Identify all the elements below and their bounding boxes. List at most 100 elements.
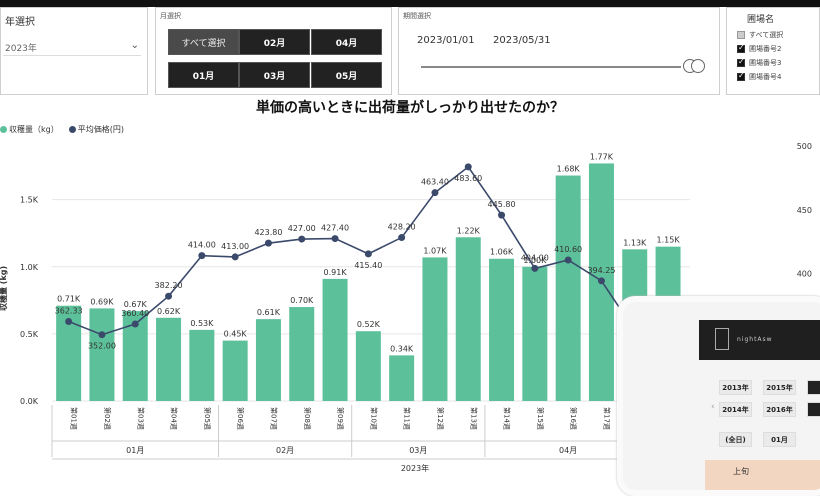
price-point (298, 235, 306, 243)
bar-data-label: 0.52K (357, 320, 381, 329)
price-point (564, 256, 572, 264)
price-point (131, 320, 139, 328)
month-button-02[interactable]: 02月 (239, 29, 310, 55)
legend-label-harvest: 収穫量（kg） (9, 125, 59, 134)
tablet-year-2016: 2016年 (763, 402, 796, 417)
price-data-label: 362.33 (55, 307, 83, 316)
price-point (431, 189, 439, 197)
tablet-year-dark-2 (807, 402, 820, 417)
overlay-tablet-image: nightAsw ‹ 2013年 2015年 2014年 2016年 (全日) … (617, 296, 820, 496)
price-point (165, 292, 173, 300)
y-left-tick-label: 1.0K (20, 263, 39, 272)
bar-harvest (255, 319, 281, 401)
month-button-04[interactable]: 04月 (311, 29, 382, 55)
price-data-label: 427.40 (321, 224, 349, 233)
bar-harvest (489, 258, 515, 401)
field-option-label: 圃場番号2 (749, 45, 782, 53)
price-data-label: 483.60 (454, 174, 482, 183)
field-option-2[interactable]: 圃場番号2 (737, 43, 782, 54)
price-point (231, 253, 239, 261)
legend-dot-icon (0, 126, 7, 133)
bar-data-label: 1.13K (623, 238, 647, 247)
month-button-01[interactable]: 01月 (168, 62, 239, 88)
chart-title: 単価の高いときに出荷量がしっかり出せたのか？ (256, 100, 564, 116)
month-button-all[interactable]: すべて選択 (168, 29, 239, 55)
month-button-03[interactable]: 03月 (239, 62, 310, 88)
price-point (198, 252, 206, 260)
bar-data-label: 0.67K (124, 300, 148, 309)
price-data-label: 404.00 (521, 253, 549, 262)
tablet-year-2015: 2015年 (763, 380, 796, 395)
field-filter-panel: 圃場名 すべて選択 圃場番号2 圃場番号3 圃場番号4 (726, 7, 820, 95)
y-left-tick-label: 0.0K (20, 397, 39, 406)
y-right-tick-label: 500 (797, 142, 812, 151)
field-option-4[interactable]: 圃場番号4 (737, 71, 782, 82)
date-range-slider-handle-end[interactable] (691, 59, 705, 73)
bar-harvest (189, 329, 215, 401)
price-point (498, 211, 506, 219)
price-point (98, 331, 106, 339)
month-filter-panel: 月選択 すべて選択 02月 04月 01月 03月 05月 (155, 7, 392, 95)
price-point (398, 234, 406, 242)
price-data-label: 410.60 (554, 245, 582, 254)
x-category-label: 第06週 (236, 407, 245, 430)
x-category-label: 第17週 (602, 407, 611, 430)
month-button-05[interactable]: 05月 (311, 62, 382, 88)
price-line (68, 165, 636, 336)
tablet-bottom-label: 上旬 (733, 467, 749, 476)
bar-harvest (555, 175, 581, 401)
bar-data-label: 1.68K (557, 165, 581, 174)
y-right-tick-label: 450 (797, 206, 812, 215)
y-left-tick-label: 1.5K (20, 196, 39, 205)
checkbox-checked-icon (737, 57, 745, 67)
price-data-label: 360.40 (121, 309, 149, 318)
x-category-label: 第10週 (369, 407, 378, 430)
checkbox-checked-icon (737, 71, 745, 81)
period-filter-label: 期間選択 (403, 12, 431, 20)
tablet-header: nightAsw (699, 320, 820, 360)
tablet-year-2013: 2013年 (719, 380, 752, 395)
bar-data-label: 0.70K (290, 296, 314, 305)
bar-data-label: 1.77K (590, 152, 614, 161)
start-date-input[interactable]: 2023/01/01 (417, 35, 475, 46)
bar-data-label: 0.34K (390, 344, 414, 353)
end-date-input[interactable]: 2023/05/31 (493, 35, 551, 46)
year-select-value: 2023年 (5, 44, 37, 54)
checkbox-icon (737, 31, 745, 39)
legend-item-price[interactable]: 平均価格(円) (68, 124, 124, 135)
field-option-3[interactable]: 圃場番号3 (737, 57, 782, 68)
chart-legend: 収穫量（kg） 平均価格(円) (0, 124, 124, 135)
price-data-label: 415.40 (354, 261, 382, 270)
year-select[interactable]: 2023年 ⌄ (3, 38, 141, 56)
bar-harvest (222, 340, 248, 401)
field-option-all[interactable]: すべて選択 (737, 30, 783, 40)
bar-harvest (422, 257, 448, 401)
x-category-label: 第02週 (103, 407, 112, 430)
year-group-label: 2023年 (401, 463, 429, 473)
x-category-label: 第14週 (503, 407, 512, 430)
month-group-label: 04月 (559, 446, 577, 455)
price-point (264, 239, 272, 247)
price-point (65, 318, 73, 326)
field-option-label: 圃場番号3 (749, 59, 782, 67)
top-bar (0, 0, 820, 7)
bar-data-label: 0.45K (224, 330, 248, 339)
price-point (331, 235, 339, 243)
x-category-label: 第11週 (403, 407, 412, 430)
date-range-slider-track[interactable] (421, 66, 681, 68)
price-point (464, 163, 472, 171)
month-group-label: 03月 (409, 446, 427, 455)
bar-data-label: 1.22K (457, 226, 481, 235)
legend-item-harvest[interactable]: 収穫量（kg） (0, 124, 59, 135)
chevron-left-icon: ‹ (711, 402, 715, 412)
tablet-bottom-band (705, 460, 820, 490)
field-option-label: 圃場番号4 (749, 73, 782, 81)
x-category-label: 第16週 (569, 407, 578, 430)
y-right-tick-label: 400 (797, 270, 812, 279)
price-data-label: 428.20 (388, 223, 416, 232)
tablet-logo-icon (715, 328, 729, 350)
x-category-label: 第01週 (70, 407, 79, 430)
x-category-label: 第15週 (536, 407, 545, 430)
legend-label-price: 平均価格(円) (77, 125, 124, 134)
bar-data-label: 1.07K (423, 246, 447, 255)
